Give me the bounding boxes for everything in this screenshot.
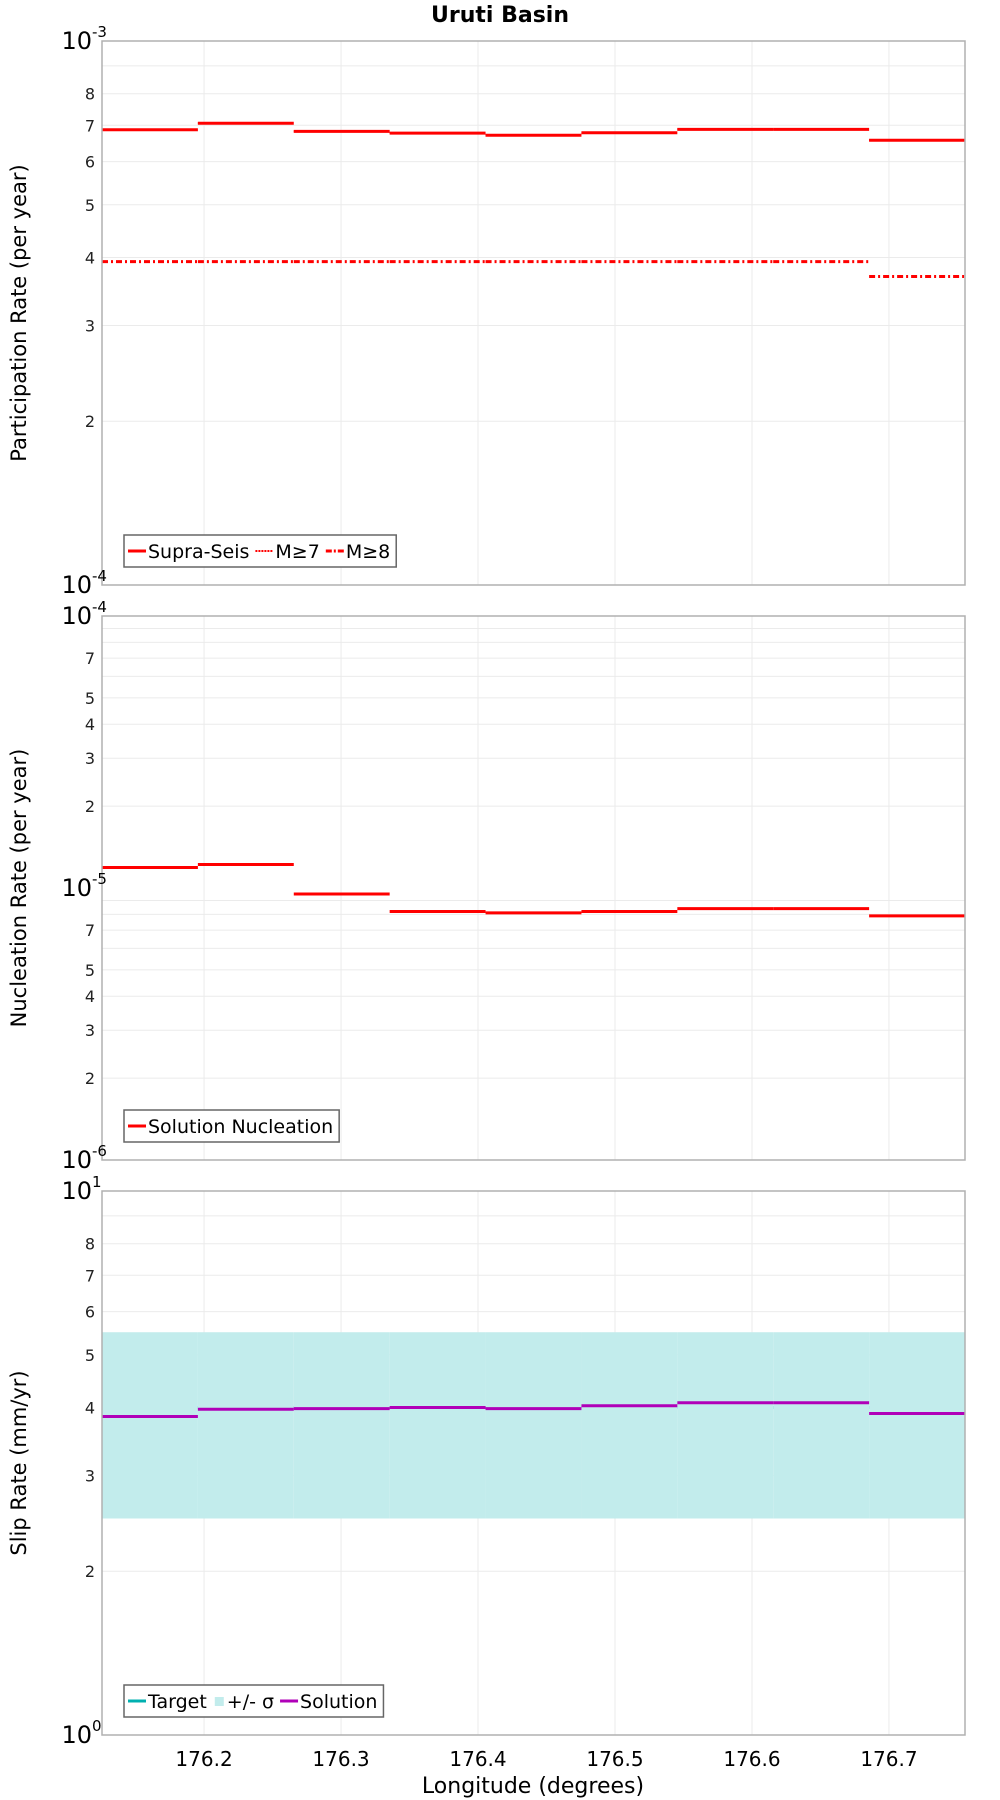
legend: Solution Nucleation — [123, 1109, 340, 1143]
chart-title: Uruti Basin — [431, 3, 569, 28]
x-tick-label: 176.6 — [723, 1747, 780, 1771]
legend-label: M≥8 — [346, 541, 390, 563]
svg-text:0: 0 — [92, 1717, 102, 1735]
plot-frame — [101, 615, 966, 1161]
svg-text:10: 10 — [61, 1721, 92, 1749]
x-tick-label: 176.7 — [860, 1747, 917, 1771]
legend-label: Supra-Seis — [148, 541, 249, 563]
svg-text:3: 3 — [85, 1021, 95, 1040]
svg-text:6: 6 — [85, 153, 95, 172]
plot-frame — [101, 40, 966, 586]
svg-text:8: 8 — [85, 85, 95, 104]
svg-text:5: 5 — [85, 196, 95, 215]
svg-text:10: 10 — [61, 602, 92, 630]
legend-label: Solution — [300, 1691, 377, 1713]
svg-text:4: 4 — [85, 248, 95, 267]
svg-text:5: 5 — [85, 689, 95, 708]
svg-text:5: 5 — [85, 961, 95, 980]
svg-text:3: 3 — [85, 316, 95, 335]
gridlines — [102, 616, 965, 1160]
legend-label: +/- σ — [227, 1691, 274, 1713]
series-supra-seis — [102, 121, 965, 142]
svg-text:10: 10 — [61, 571, 92, 599]
svg-text:4: 4 — [85, 987, 95, 1006]
svg-text:3: 3 — [85, 1466, 95, 1485]
svg-text:2: 2 — [85, 412, 95, 431]
legend: Supra-Seis M≥7 M≥8 — [123, 534, 397, 568]
legend: Target +/- σ Solution — [123, 1684, 385, 1718]
y-axis-label: Nucleation Rate (per year) — [7, 749, 31, 1028]
svg-text:10: 10 — [61, 1177, 92, 1205]
svg-text:2: 2 — [85, 1069, 95, 1088]
legend-label: Solution Nucleation — [148, 1116, 333, 1138]
svg-text:8: 8 — [85, 1235, 95, 1254]
series-- — [102, 1332, 965, 1519]
svg-text:-4: -4 — [92, 598, 107, 616]
svg-text:7: 7 — [85, 1266, 95, 1285]
svg-text:2: 2 — [85, 1562, 95, 1581]
x-tick-label: 176.2 — [175, 1747, 232, 1771]
legend-label: M≥7 — [275, 541, 319, 563]
legend-label: Target — [147, 1691, 207, 1713]
svg-text:-5: -5 — [92, 870, 107, 888]
svg-text:2: 2 — [85, 797, 95, 816]
series-m-7 — [102, 122, 965, 142]
svg-text:4: 4 — [85, 1398, 95, 1417]
plot-frame — [101, 1190, 966, 1736]
x-axis: 176.2 176.3 176.4 176.5 176.6 176.7 — [175, 1747, 917, 1771]
series-m-8 — [102, 260, 965, 279]
svg-text:10: 10 — [61, 27, 92, 55]
x-tick-label: 176.3 — [312, 1747, 369, 1771]
svg-text:5: 5 — [85, 1346, 95, 1365]
series-solution — [102, 1401, 965, 1419]
svg-text:10: 10 — [61, 1146, 92, 1174]
svg-text:-4: -4 — [92, 567, 107, 585]
svg-text:-6: -6 — [92, 1142, 107, 1160]
y-axis-label: Participation Rate (per year) — [7, 164, 31, 461]
svg-text:7: 7 — [85, 116, 95, 135]
x-axis-label: Longitude (degrees) — [422, 1774, 644, 1799]
series-solution-nucleation — [102, 863, 965, 918]
svg-text:10: 10 — [61, 874, 92, 902]
x-tick-label: 176.5 — [586, 1747, 643, 1771]
svg-text:4: 4 — [85, 715, 95, 734]
x-tick-label: 176.4 — [449, 1747, 506, 1771]
y-axis-label: Slip Rate (mm/yr) — [7, 1370, 31, 1555]
svg-text:7: 7 — [85, 921, 95, 940]
svg-text:1: 1 — [92, 1173, 102, 1191]
svg-text:7: 7 — [85, 649, 95, 668]
svg-text:6: 6 — [85, 1303, 95, 1322]
svg-text:3: 3 — [85, 749, 95, 768]
svg-text:-3: -3 — [92, 23, 107, 41]
